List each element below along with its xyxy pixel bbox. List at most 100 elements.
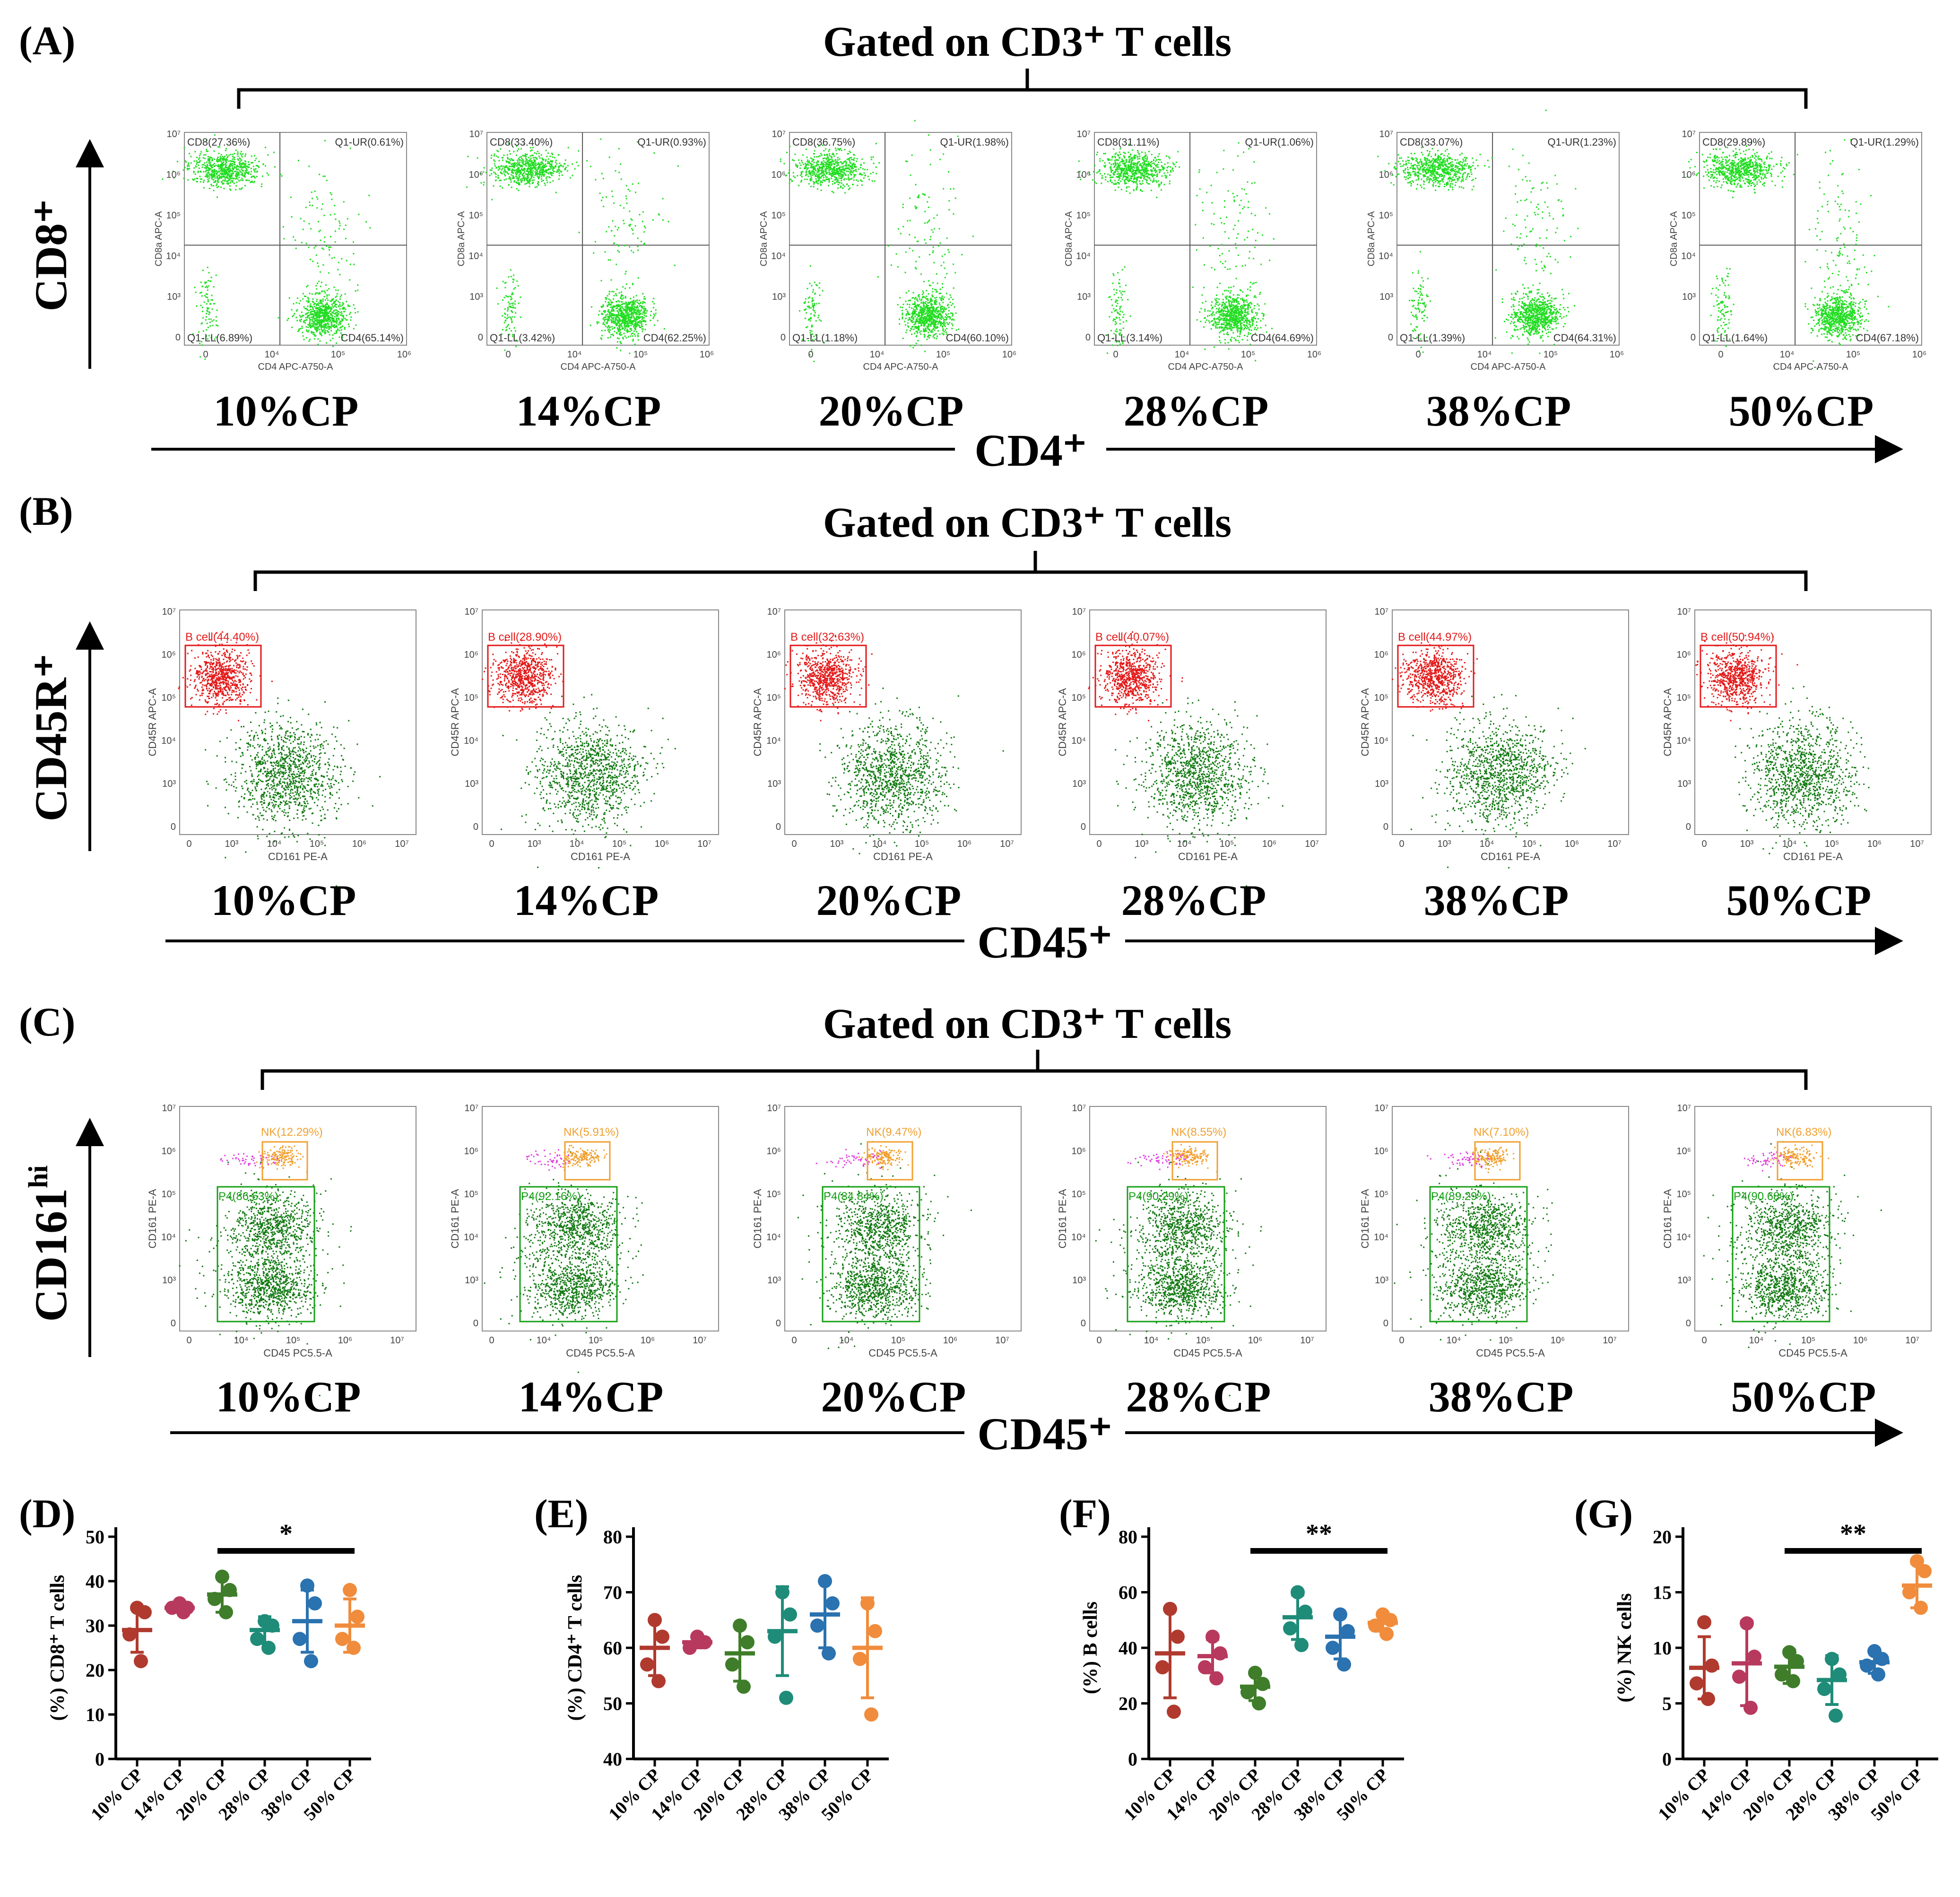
nk-gate-label: NK(12.29%): [261, 1126, 323, 1139]
data-point: [1871, 1667, 1885, 1682]
quadrant-ll-label: Q1-LL(1.18%): [792, 332, 858, 344]
data-point: [1732, 1670, 1746, 1684]
data-point: [1383, 1613, 1397, 1627]
plot-y-label: CD45R APC-A: [1359, 688, 1371, 757]
y-tick-label: 80: [1119, 1526, 1137, 1548]
data-point: [1240, 1685, 1255, 1699]
data-point: [1333, 1607, 1347, 1622]
group-2: [1774, 1645, 1804, 1688]
x-tick-label: 0: [1415, 349, 1421, 360]
data-point: [1368, 1619, 1382, 1633]
p4-gate: [822, 1186, 920, 1323]
y-tick-label: 10⁵: [1676, 693, 1691, 703]
plot-y-label: CD8a APC-A: [154, 211, 164, 266]
p4-gate: [519, 1186, 618, 1323]
data-point: [215, 1569, 229, 1584]
x-tick-label: 10⁵: [936, 349, 951, 360]
x-tick-label: 0: [791, 1335, 797, 1346]
x-tick-label: 10⁵: [612, 839, 627, 849]
quadrant-ll-label: Q1-LL(1.39%): [1400, 332, 1465, 344]
y-tick-label: 10⁵: [464, 693, 478, 703]
y-tick-label: 10⁷: [1677, 607, 1691, 617]
data-point: [250, 1632, 264, 1646]
p4-gate: [1127, 1186, 1225, 1323]
y-tick-label: 50: [603, 1693, 622, 1714]
data-point: [1817, 1681, 1831, 1696]
y-tick-label: 0: [1383, 822, 1388, 832]
plot-frame: [1392, 609, 1629, 835]
data-point: [1337, 1657, 1351, 1672]
b-cell-gate: [184, 644, 262, 708]
y-axis-label: (%) B cells: [1080, 1601, 1101, 1694]
quadrant-lr-label: CD4(67.18%): [1856, 332, 1919, 344]
y-tick-label: 10⁷: [1072, 1103, 1086, 1114]
x-tick-label: 0: [1399, 839, 1404, 849]
y-tick-label: 0: [1128, 1749, 1137, 1770]
nk-population: [1765, 1144, 1830, 1169]
x-tick-label: 10⁶: [957, 839, 971, 849]
x-tick-label: 10⁵: [589, 1335, 603, 1346]
y-tick-label: 10⁷: [1677, 1103, 1691, 1114]
y-tick-label: 10⁵: [1374, 693, 1388, 703]
nk-gate: [1474, 1141, 1521, 1181]
group-label: 28%CP: [1126, 1373, 1271, 1421]
y-tick-label: 10⁶: [1379, 170, 1393, 180]
panel-b-bracket: [253, 551, 1808, 591]
b-cell-population: [178, 631, 273, 722]
y-tick-label: 0: [171, 1318, 176, 1329]
y-tick-label: 0: [1691, 332, 1696, 343]
x-tick-label: 0: [1096, 1335, 1101, 1346]
data-point: [1914, 1601, 1928, 1615]
y-tick-label: 10³: [1072, 779, 1086, 789]
x-tick-label: 10³: [1135, 839, 1149, 849]
y-tick-label: 10⁷: [465, 1103, 478, 1114]
panel-a-plots: CD8(27.36%) Q1-UR(0.61%) Q1-LL(6.89%) CD4(6…: [154, 109, 1926, 435]
p4-gate-label: P4(84.84%): [824, 1190, 884, 1203]
panel-a-letter: (A): [19, 18, 75, 63]
y-tick-label: 0: [776, 1318, 781, 1329]
plot-y-label: CD8a APC-A: [759, 211, 769, 266]
data-point: [308, 1596, 322, 1610]
quadrant-ul-label: CD8(36.75%): [792, 136, 855, 148]
group-4: [810, 1574, 840, 1661]
plot-x-label: CD45 PC5.5-A: [1476, 1347, 1545, 1359]
panel-c-y-label: CD161hi: [23, 1165, 76, 1322]
group-label: 14%CP: [519, 1373, 664, 1421]
x-tick-label: 0: [808, 349, 813, 360]
y-tick-label: 10⁷: [162, 1103, 176, 1114]
plot-x-label: CD4 APC-A750-A: [863, 362, 939, 372]
other-population: [1411, 694, 1586, 869]
x-tick-label: 10⁴: [537, 1335, 551, 1346]
y-tick-label: 10⁶: [464, 650, 478, 660]
panel-a-x-label: CD4⁺: [974, 425, 1086, 476]
data-point: [1701, 1692, 1715, 1706]
y-tick-label: 0: [1662, 1749, 1672, 1770]
data-point: [651, 1674, 666, 1688]
b-cell-gate-label: B cell(50.94%): [1700, 631, 1774, 644]
plot-y-label: CD161 PE-A: [1057, 1189, 1068, 1248]
data-point: [1205, 1629, 1220, 1644]
y-tick-label: 10⁷: [772, 129, 786, 139]
x-tick-label: 10⁷: [1305, 839, 1318, 849]
flow-plot-a-4: CD8(33.07%) Q1-UR(1.23%) Q1-LL(1.39%) CD4(6…: [1366, 109, 1624, 435]
data-point: [725, 1657, 739, 1672]
data-point: [655, 1629, 669, 1644]
group-label: 10%CP: [214, 387, 359, 435]
flow-plot-b-3: B cell(40.07%) 10⁷ 10⁶ 10⁵ 10⁴ 10³ 00 10³ 10⁴ 10⁵…: [1057, 607, 1327, 924]
x-tick-label: 10⁵: [891, 1335, 906, 1346]
y-tick-label: 10³: [162, 779, 176, 789]
data-point: [1775, 1667, 1789, 1682]
y-tick-label: 10⁶: [464, 1146, 478, 1157]
x-tick-label: 10⁷: [390, 1335, 404, 1346]
x-tick-label: 10³: [1740, 839, 1754, 849]
quadrant-ll-label: Q1-LL(3.14%): [1097, 332, 1162, 344]
group-label: 28%CP: [1121, 876, 1266, 924]
group-label: 20%CP: [819, 387, 964, 435]
y-tick-label: 10³: [1677, 1275, 1691, 1286]
x-tick-label: 10⁷: [1300, 1335, 1314, 1346]
data-point: [1209, 1671, 1223, 1686]
y-tick-label: 20: [1653, 1526, 1672, 1548]
y-tick-label: 0: [1081, 1318, 1086, 1329]
data-point: [1697, 1615, 1711, 1629]
